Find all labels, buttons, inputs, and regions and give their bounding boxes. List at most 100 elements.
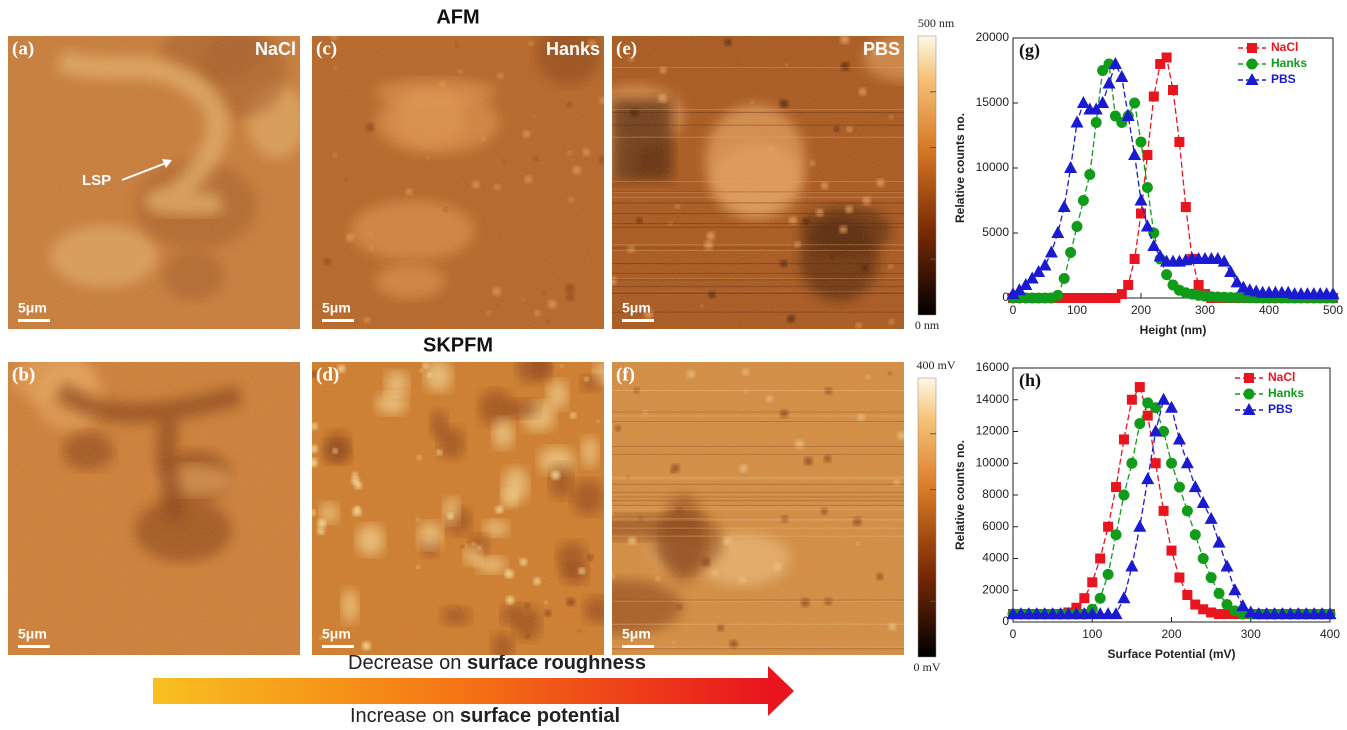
micrograph-content — [312, 362, 604, 655]
marker — [1126, 394, 1137, 405]
marker — [1134, 193, 1148, 206]
y-tick-label: 15000 — [976, 95, 1010, 109]
x-tick-label: 200 — [1131, 303, 1151, 317]
marker — [1157, 392, 1171, 405]
marker — [1065, 293, 1076, 303]
marker — [1135, 136, 1147, 148]
marker — [1180, 456, 1194, 469]
y-tick-label: 16000 — [976, 360, 1010, 374]
marker — [1089, 102, 1103, 115]
x-tick-label: 100 — [1082, 627, 1102, 641]
x-tick-label: 0 — [1010, 627, 1017, 641]
legend-marker — [1246, 58, 1258, 70]
noise — [8, 36, 300, 329]
legend-label: Hanks — [1271, 56, 1307, 70]
marker — [1173, 481, 1185, 493]
micrograph-content — [612, 362, 904, 655]
marker — [1128, 148, 1142, 160]
y-tick-label: 4000 — [982, 551, 1009, 565]
marker — [1136, 208, 1146, 219]
micrograph-content — [612, 36, 904, 329]
text-bold: surface potential — [460, 705, 620, 727]
marker — [1189, 529, 1201, 541]
panel-label: (a) — [12, 38, 34, 59]
marker — [1006, 287, 1020, 300]
marker — [1052, 289, 1064, 301]
marker — [1172, 432, 1186, 445]
colorbar-max: 400 mV — [917, 358, 956, 372]
marker — [1117, 591, 1131, 604]
marker — [1125, 559, 1139, 572]
y-tick-label: 8000 — [982, 487, 1009, 501]
x-tick-label: 400 — [1259, 303, 1279, 317]
x-tick-label: 100 — [1067, 303, 1087, 317]
x-axis-label: Height (nm) — [1140, 323, 1207, 337]
marker — [1057, 200, 1071, 212]
arrow-text-top: Decrease on surface roughness — [348, 652, 646, 674]
arrow-text-bottom: Increase on surface potential — [350, 705, 620, 727]
text: Decrease on — [348, 652, 467, 674]
sample-label: NaCl — [255, 39, 296, 59]
marker — [1129, 254, 1140, 264]
y-tick-label: 6000 — [982, 519, 1009, 533]
micrograph — [612, 36, 904, 329]
marker — [1182, 590, 1193, 601]
marker — [1084, 169, 1096, 180]
marker — [1220, 559, 1234, 572]
scale-bar — [622, 319, 654, 322]
marker — [1165, 400, 1178, 413]
marker — [1228, 583, 1242, 596]
legend-label: Hanks — [1268, 386, 1304, 400]
x-tick-label: 300 — [1241, 627, 1261, 641]
x-tick-label: 400 — [1320, 627, 1340, 641]
legend-entry: NaCl — [1235, 370, 1295, 384]
legend-marker — [1242, 403, 1256, 415]
marker — [1174, 572, 1185, 583]
marker — [1198, 604, 1209, 615]
marker — [1221, 599, 1233, 611]
marker — [1205, 572, 1217, 584]
marker — [1140, 219, 1154, 232]
marker — [1032, 265, 1046, 277]
marker — [1019, 278, 1033, 290]
text: Increase on — [350, 705, 460, 727]
micrograph — [8, 362, 300, 655]
marker — [1118, 489, 1130, 501]
marker — [1079, 593, 1090, 604]
y-axis-label: Relative counts no. — [953, 113, 967, 223]
annotation: LSP — [82, 172, 111, 189]
marker — [1025, 271, 1039, 284]
scale-label: 5μm — [18, 626, 47, 642]
marker — [1096, 96, 1110, 108]
series — [1006, 57, 1340, 300]
marker — [1104, 293, 1114, 303]
scale-bar — [18, 645, 50, 648]
scale-label: 5μm — [18, 300, 47, 316]
marker — [1133, 519, 1147, 532]
marker — [1190, 599, 1201, 610]
marker — [1244, 605, 1258, 618]
marker — [1150, 402, 1162, 414]
legend-entry: Hanks — [1238, 56, 1307, 70]
arrow-head — [768, 666, 794, 716]
marker — [1090, 117, 1102, 128]
micrograph — [8, 36, 300, 329]
colorbar — [917, 35, 937, 316]
marker — [1168, 85, 1178, 95]
marker — [1236, 599, 1250, 612]
y-tick-label: 5000 — [982, 225, 1009, 239]
marker — [1058, 273, 1070, 284]
marker — [1197, 553, 1209, 564]
marker — [1115, 70, 1129, 82]
legend-entry: PBS — [1235, 402, 1293, 416]
marker — [1129, 97, 1141, 109]
micrograph-content — [8, 362, 300, 655]
marker — [1123, 280, 1134, 290]
marker — [1116, 289, 1127, 300]
marker — [1134, 418, 1146, 430]
noise — [8, 362, 300, 655]
legend-marker — [1243, 388, 1255, 400]
arrow — [153, 666, 794, 716]
marker — [1150, 458, 1161, 469]
